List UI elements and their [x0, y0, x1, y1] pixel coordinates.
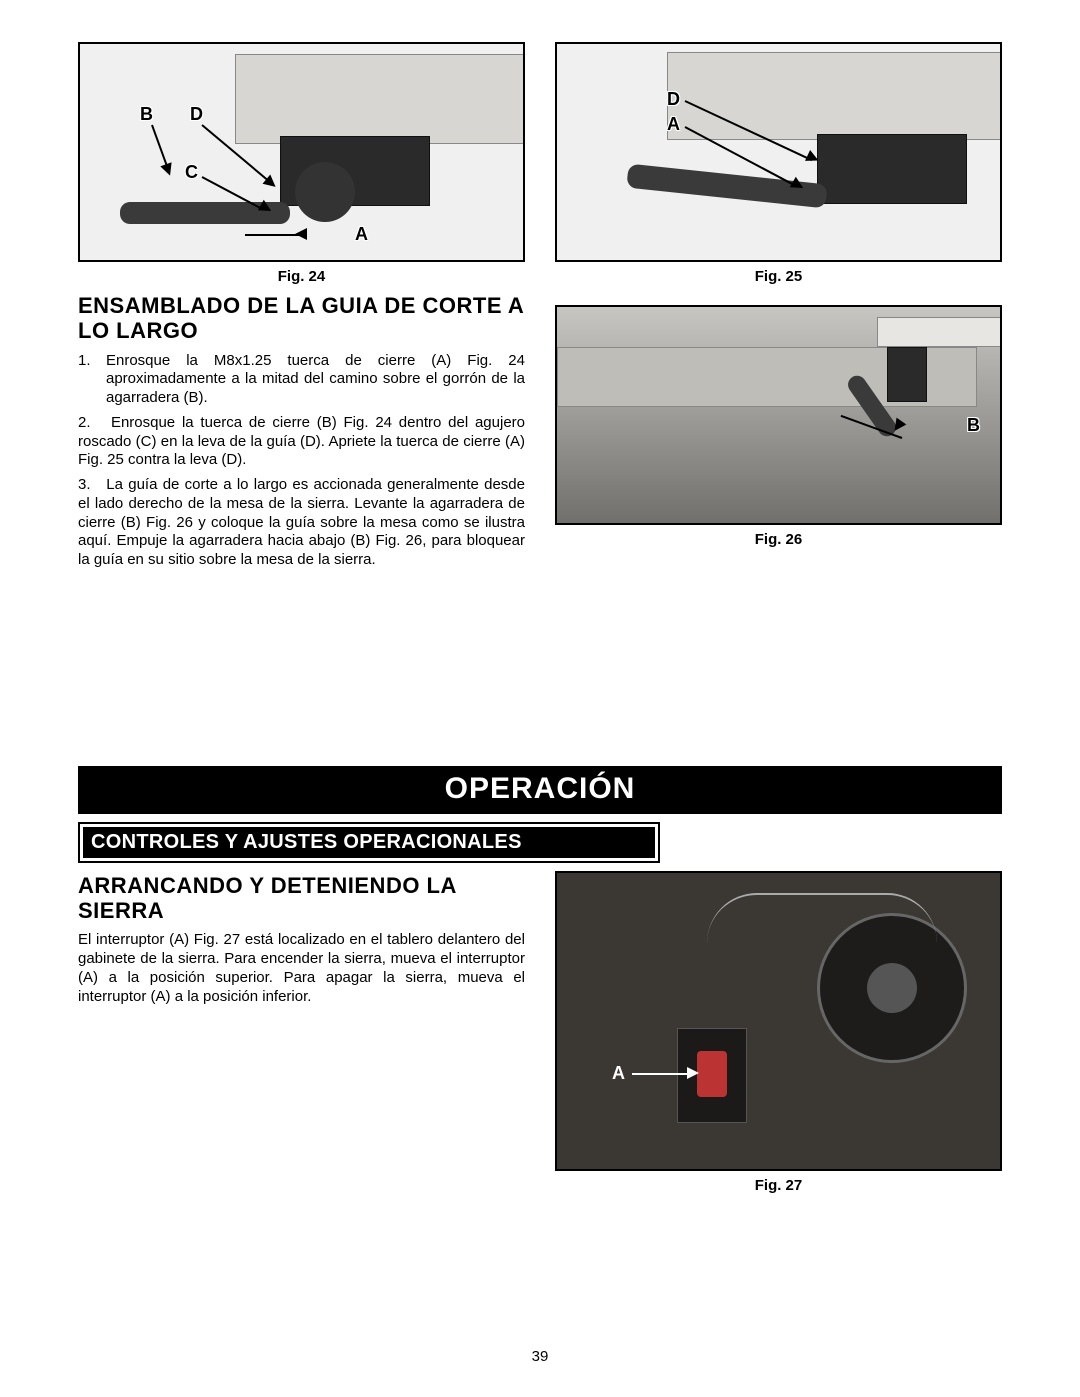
operation-heading-bar: OPERACIÓN — [78, 766, 1002, 814]
bottom-left-column: ARRANCANDO Y DETENIENDO LA SIERRA El int… — [78, 871, 525, 1194]
figure-25: D A — [555, 42, 1002, 262]
section1-title: ENSAMBLADO DE LA GUIA DE CORTE A LO LARG… — [78, 293, 525, 344]
fig25-label-a: A — [667, 114, 680, 135]
section2-paragraph: El interruptor (A) Fig. 27 está localiza… — [78, 931, 525, 1006]
list-num-3: 3. — [78, 476, 91, 493]
fig26-label-b: B — [967, 415, 980, 436]
bottom-row: ARRANCANDO Y DETENIENDO LA SIERRA El int… — [78, 871, 1002, 1194]
top-row: B D C A Fig. 24 ENSAMBLADO DE LA GUIA DE… — [78, 42, 1002, 576]
figure-27-caption: Fig. 27 — [555, 1177, 1002, 1194]
fig25-label-d: D — [667, 89, 680, 110]
figure-26-caption: Fig. 26 — [555, 531, 1002, 548]
figure-27: A — [555, 871, 1002, 1171]
fig24-label-a: A — [355, 224, 368, 245]
list-text-3: La guía de corte a lo largo es accionada… — [78, 476, 525, 568]
list-text-1: Enrosque la M8x1.25 tuerca de cierre (A)… — [106, 352, 525, 408]
list-num-2: 2. — [78, 414, 91, 431]
list-item-2: 2. Enrosque la tuerca de cierre (B) Fig.… — [78, 414, 525, 470]
fig24-label-b: B — [140, 104, 153, 125]
bottom-right-column: A Fig. 27 — [555, 871, 1002, 1194]
controls-subbar: CONTROLES Y AJUSTES OPERACIONALES — [83, 827, 655, 858]
list-item-1: 1. Enrosque la M8x1.25 tuerca de cierre … — [78, 352, 525, 408]
fig27-label-a: A — [612, 1063, 625, 1084]
figure-26: B — [555, 305, 1002, 525]
list-num-1: 1. — [78, 352, 106, 408]
fig24-label-c: C — [185, 162, 198, 183]
controls-subbar-wrap: CONTROLES Y AJUSTES OPERACIONALES — [78, 822, 660, 863]
page-number: 39 — [0, 1348, 1080, 1365]
left-column: B D C A Fig. 24 ENSAMBLADO DE LA GUIA DE… — [78, 42, 525, 576]
fig24-label-d: D — [190, 104, 203, 125]
list-text-2: Enrosque la tuerca de cierre (B) Fig. 24… — [78, 414, 525, 469]
figure-24: B D C A — [78, 42, 525, 262]
right-column: D A Fig. 25 B Fig. 26 — [555, 42, 1002, 576]
figure-25-caption: Fig. 25 — [555, 268, 1002, 285]
list-item-3: 3. La guía de corte a lo largo es accion… — [78, 476, 525, 570]
section2-title: ARRANCANDO Y DETENIENDO LA SIERRA — [78, 873, 525, 924]
figure-24-caption: Fig. 24 — [78, 268, 525, 285]
